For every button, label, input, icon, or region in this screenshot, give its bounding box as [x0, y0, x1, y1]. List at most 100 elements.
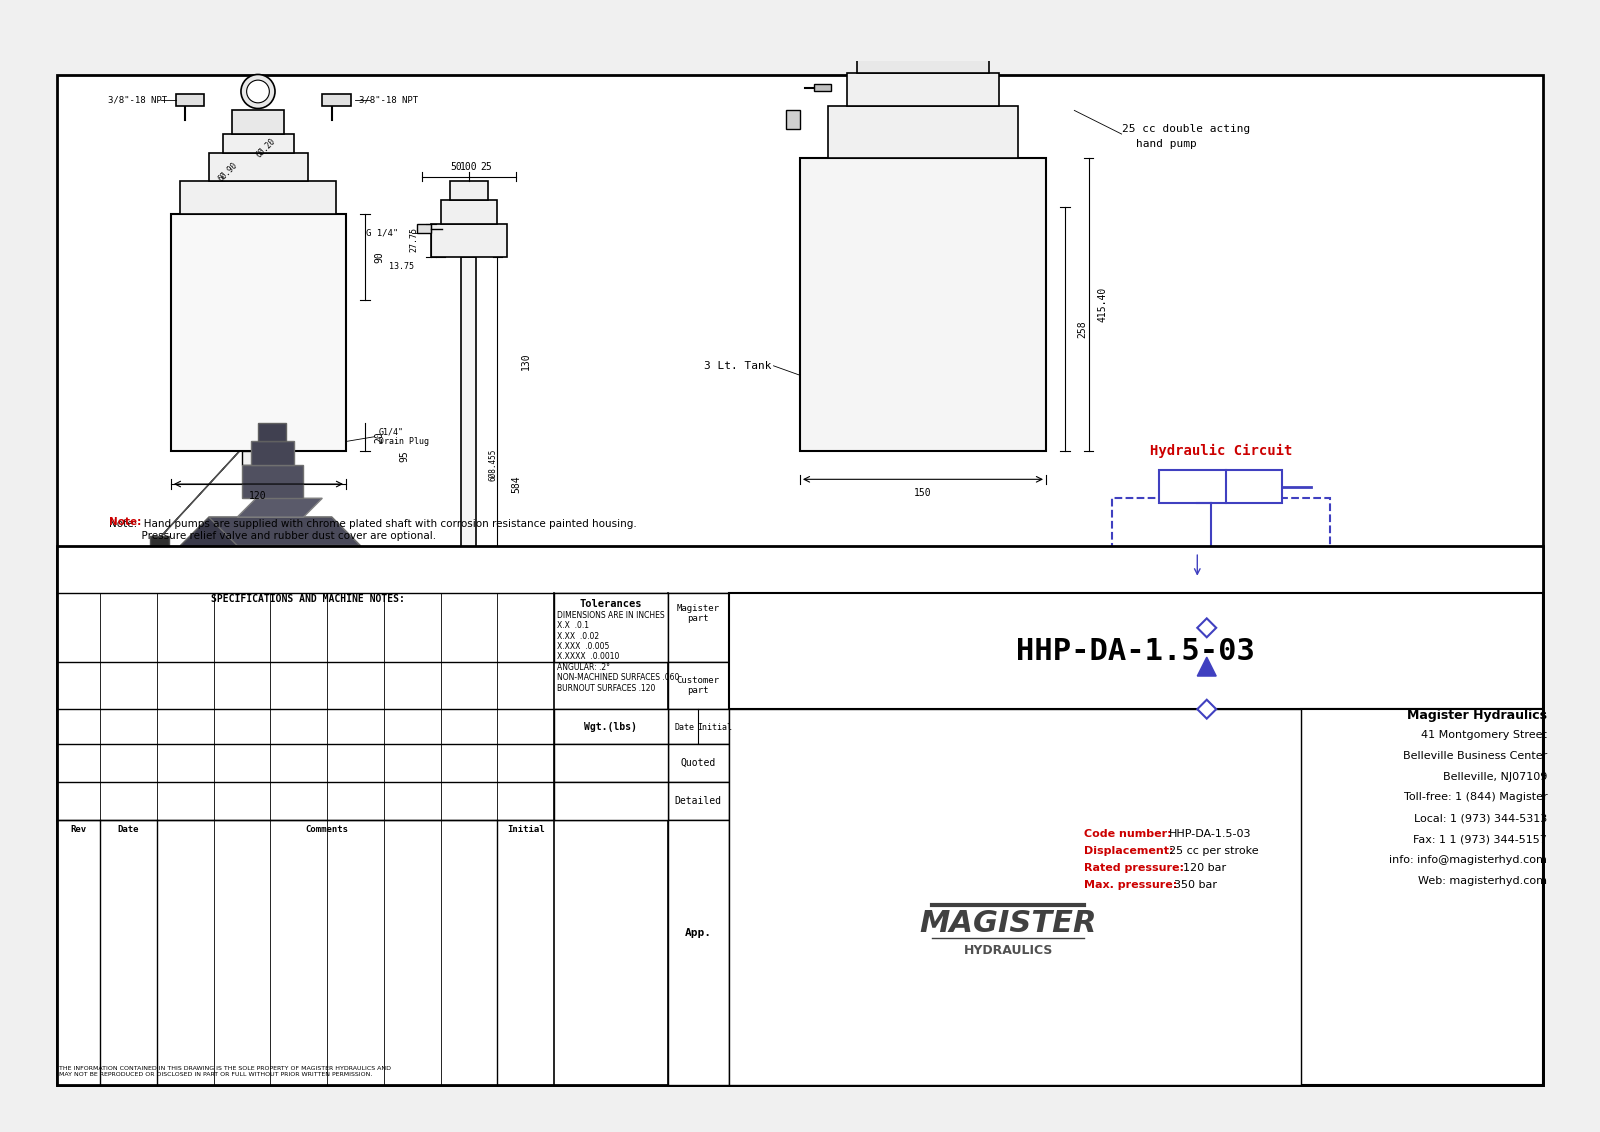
Text: THE INFORMATION CONTAINED IN THIS DRAWING IS THE SOLE PROPERTY OF MAGISTER HYDRA: THE INFORMATION CONTAINED IN THIS DRAWIN…: [59, 1066, 392, 1078]
Text: 20: 20: [374, 431, 384, 443]
Bar: [430, 224, 507, 257]
Text: 25 cc per stroke: 25 cc per stroke: [1170, 847, 1259, 856]
Bar: [58, 546, 1542, 1084]
Text: 120 bar: 120 bar: [1182, 864, 1226, 874]
Bar: [258, 422, 286, 441]
Text: 3 Lt. Tank: 3 Lt. Tank: [704, 361, 771, 371]
Bar: [667, 782, 730, 820]
Text: Note:  Hand pumps are supplied with chrome plated shaft with corrosion resistanc: Note: Hand pumps are supplied with chrom…: [109, 520, 637, 541]
Text: HYDRAULICS: HYDRAULICS: [963, 944, 1053, 957]
Text: 100: 100: [461, 162, 478, 172]
Text: Web: magisterhyd.com: Web: magisterhyd.com: [1418, 876, 1547, 885]
Polygon shape: [237, 498, 322, 517]
Text: 90: 90: [374, 251, 384, 263]
Bar: [554, 782, 667, 820]
Text: 150: 150: [914, 489, 931, 498]
Bar: [181, 181, 336, 214]
Text: 258: 258: [1077, 320, 1086, 337]
Bar: [461, 257, 477, 730]
Text: Displacement:: Displacement:: [1083, 847, 1173, 856]
Circle shape: [248, 366, 267, 385]
Bar: [251, 441, 294, 465]
Text: Magister Hydraulics: Magister Hydraulics: [1408, 709, 1547, 722]
Circle shape: [1181, 642, 1234, 695]
Bar: [1160, 470, 1283, 503]
Circle shape: [253, 370, 262, 380]
Text: SPECIFICATIONS AND MACHINE NOTES:: SPECIFICATIONS AND MACHINE NOTES:: [211, 594, 405, 604]
Text: HHP-DA-1.5-03: HHP-DA-1.5-03: [1170, 830, 1251, 839]
Text: Local: 1 (973) 344-5313: Local: 1 (973) 344-5313: [1414, 813, 1547, 823]
Bar: [322, 94, 350, 105]
Text: HHP-DA-1.5-03: HHP-DA-1.5-03: [1016, 637, 1256, 666]
Bar: [856, 49, 989, 72]
Bar: [1245, 548, 1274, 583]
Bar: [918, 9, 1046, 20]
Circle shape: [246, 80, 269, 103]
Bar: [242, 451, 275, 465]
Bar: [232, 111, 285, 134]
Text: Toll-free: 1 (844) Magister: Toll-free: 1 (844) Magister: [1403, 792, 1547, 803]
Circle shape: [1146, 664, 1154, 672]
Bar: [150, 537, 170, 550]
Text: 50: 50: [451, 162, 462, 172]
Text: Initial: Initial: [507, 825, 544, 834]
Polygon shape: [1197, 658, 1216, 676]
Text: Comments: Comments: [306, 825, 349, 834]
Text: 3/8"-18 NPT: 3/8"-18 NPT: [109, 95, 168, 104]
Text: Magister
part: Magister part: [677, 604, 720, 624]
Text: 6Ø8.455: 6Ø8.455: [488, 449, 498, 481]
Bar: [242, 465, 304, 498]
Bar: [440, 200, 498, 224]
Bar: [418, 224, 430, 233]
Text: hand pump: hand pump: [1136, 138, 1197, 148]
Bar: [667, 709, 730, 744]
Text: 25: 25: [480, 162, 491, 172]
Circle shape: [248, 272, 267, 290]
Bar: [554, 593, 667, 662]
Bar: [814, 84, 832, 92]
Text: 120: 120: [250, 491, 267, 501]
Text: Detailed: Detailed: [674, 796, 722, 806]
Circle shape: [213, 559, 224, 571]
Text: 95: 95: [400, 449, 410, 462]
Bar: [458, 711, 480, 730]
Text: 6Ø.20: 6Ø.20: [254, 137, 277, 160]
Bar: [176, 94, 205, 105]
Text: DIMENSIONS ARE IN INCHES
X.X  .0.1
X.XX  .0.02
X.XXX  .0.005
X.XXXX  .0.0010
ANG: DIMENSIONS ARE IN INCHES X.X .0.1 X.XX .…: [557, 611, 680, 693]
Text: Date: Date: [118, 825, 139, 834]
Bar: [667, 662, 730, 709]
Bar: [1187, 548, 1216, 583]
Bar: [208, 153, 309, 181]
Circle shape: [315, 225, 330, 241]
Text: G 1/4": G 1/4": [366, 229, 398, 238]
Circle shape: [190, 230, 198, 237]
Text: Tolerances: Tolerances: [579, 599, 642, 609]
Polygon shape: [181, 517, 360, 715]
Bar: [222, 134, 294, 153]
Text: Belleville, NJ07109: Belleville, NJ07109: [1443, 772, 1547, 781]
Text: Max. pressure:: Max. pressure:: [1083, 881, 1178, 891]
Text: 130: 130: [520, 352, 531, 370]
Circle shape: [187, 225, 202, 241]
Bar: [861, 20, 984, 49]
Text: Fax: 1 1 (973) 344-5157: Fax: 1 1 (973) 344-5157: [1413, 834, 1547, 844]
Polygon shape: [208, 517, 360, 546]
Bar: [1042, 7, 1053, 23]
Circle shape: [318, 230, 326, 237]
Polygon shape: [1197, 700, 1216, 719]
Polygon shape: [1197, 618, 1216, 637]
Text: 3/8"-18 NPT: 3/8"-18 NPT: [358, 95, 418, 104]
Bar: [1216, 548, 1245, 583]
Text: MAGISTER: MAGISTER: [920, 909, 1098, 938]
Bar: [667, 744, 730, 782]
Text: info: info@magisterhyd.com: info: info@magisterhyd.com: [1389, 855, 1547, 865]
Bar: [1301, 709, 1542, 1084]
Bar: [730, 709, 1301, 1084]
Bar: [667, 593, 730, 662]
Text: 41 Montgomery Street: 41 Montgomery Street: [1421, 730, 1547, 740]
Text: Date: Date: [675, 722, 694, 731]
Text: Belleville Business Center: Belleville Business Center: [1403, 751, 1547, 761]
Text: Rated pressure:: Rated pressure:: [1083, 864, 1184, 874]
Circle shape: [242, 75, 275, 109]
Bar: [554, 744, 667, 782]
